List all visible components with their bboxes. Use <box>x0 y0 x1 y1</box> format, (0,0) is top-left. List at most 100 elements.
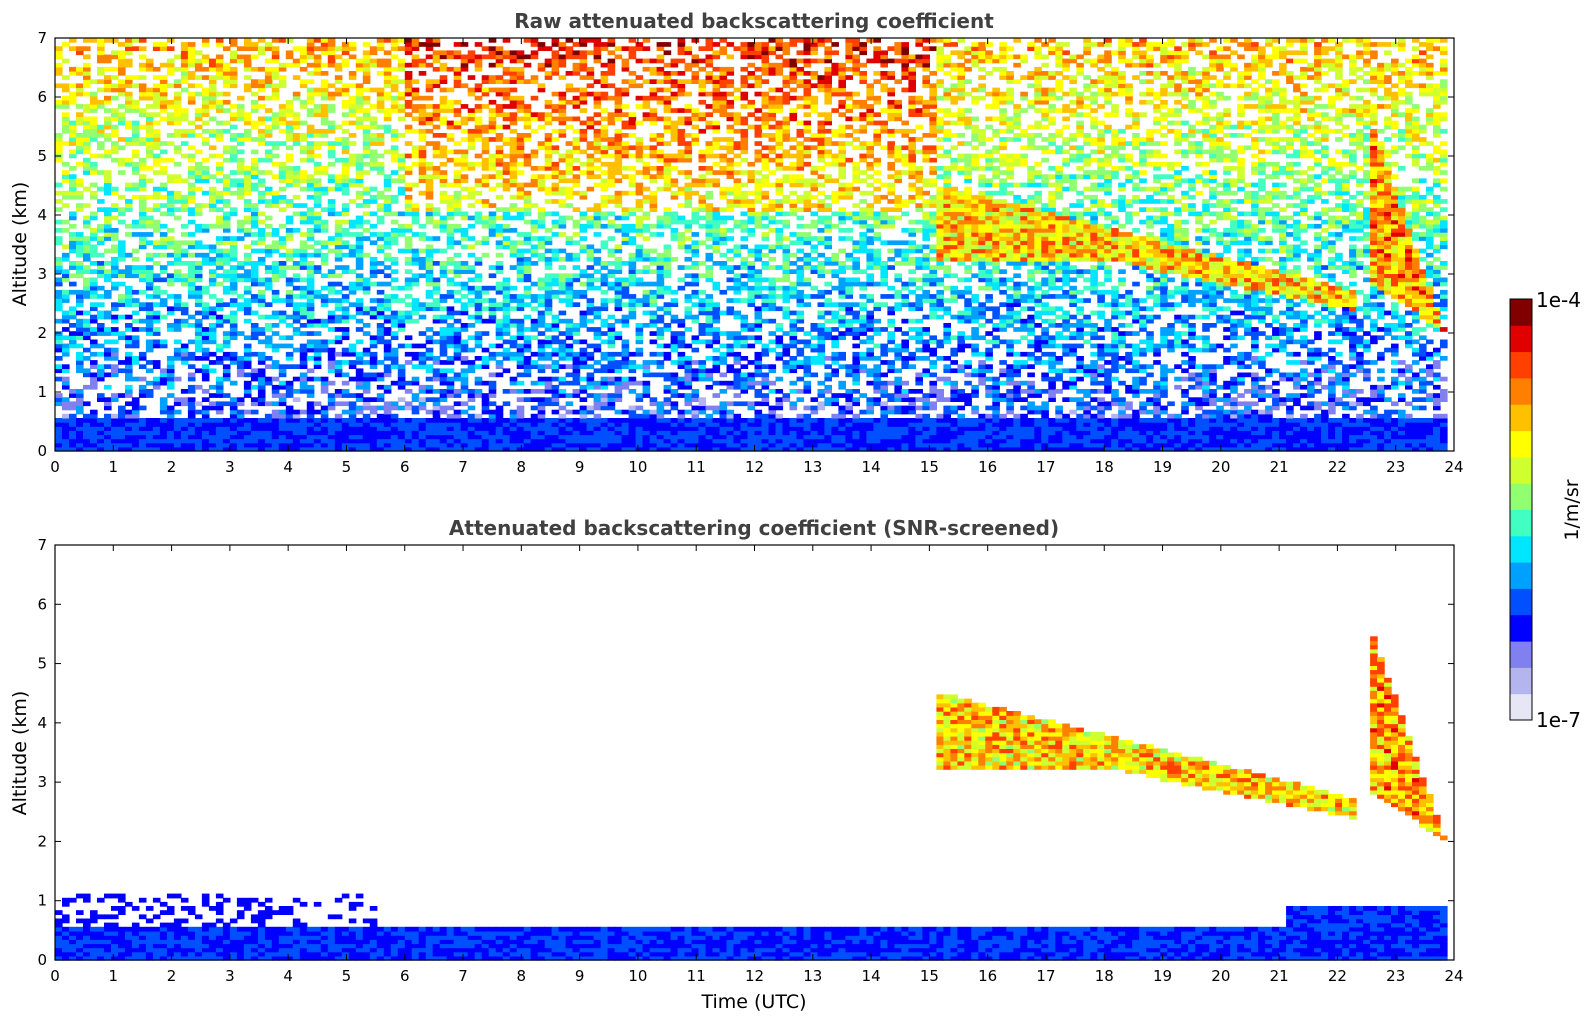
heatmap-cell <box>201 347 210 353</box>
heatmap-cell <box>173 434 182 440</box>
heatmap-cell <box>97 87 105 93</box>
heatmap-cell <box>62 83 70 89</box>
heatmap-cell <box>341 430 350 436</box>
heatmap-cell <box>383 438 392 444</box>
heatmap-cell <box>55 133 63 138</box>
heatmap-cell <box>180 397 189 402</box>
heatmap-cell <box>159 438 168 444</box>
heatmap-cell <box>62 252 70 258</box>
heatmap-cell <box>362 434 371 440</box>
heatmap-cell <box>201 368 210 374</box>
heatmap-cell <box>208 207 217 212</box>
heatmap-cell <box>166 199 175 204</box>
heatmap-cell <box>285 418 294 423</box>
heatmap-cell <box>83 401 91 407</box>
heatmap-cell <box>69 178 77 184</box>
heatmap-cell <box>194 91 203 97</box>
heatmap-cell <box>544 422 553 427</box>
heatmap-cell <box>111 302 119 307</box>
heatmap-cell <box>111 273 119 279</box>
raw-heatmap <box>55 38 1448 452</box>
heatmap-cell <box>488 418 497 423</box>
heatmap-cell <box>180 71 189 76</box>
heatmap-cell <box>411 422 420 427</box>
heatmap-cell <box>187 409 196 415</box>
heatmap-cell <box>62 405 70 411</box>
heatmap-cell <box>467 434 476 440</box>
heatmap-cell <box>90 104 98 109</box>
heatmap-cell <box>90 161 98 167</box>
heatmap-cell <box>187 265 196 270</box>
heatmap-cell <box>152 318 161 324</box>
heatmap-cell <box>173 207 182 212</box>
heatmap-cell <box>250 422 259 427</box>
heatmap-cell <box>90 351 98 357</box>
heatmap-cell <box>166 273 175 279</box>
heatmap-cell <box>76 302 84 307</box>
heatmap-cell <box>118 368 126 374</box>
heatmap-cell <box>97 397 105 402</box>
heatmap-cell <box>166 446 175 452</box>
heatmap-cell <box>516 438 525 444</box>
heatmap-cell <box>208 223 217 229</box>
heatmap-cell <box>327 418 336 423</box>
heatmap-cell <box>62 343 70 349</box>
heatmap-cell <box>425 438 434 444</box>
heatmap-cell <box>418 438 427 444</box>
heatmap-cell <box>125 364 133 369</box>
heatmap-cell <box>111 368 119 374</box>
heatmap-cell <box>69 310 77 316</box>
heatmap-cell <box>208 351 217 357</box>
heatmap-cell <box>439 438 448 444</box>
heatmap-cell <box>62 351 70 357</box>
heatmap-cell <box>166 99 175 105</box>
heatmap-cell <box>509 426 518 431</box>
heatmap-cell <box>187 194 196 200</box>
heatmap-cell <box>418 442 427 448</box>
heatmap-cell <box>187 83 196 89</box>
heatmap-cell <box>118 422 126 427</box>
heatmap-cell <box>111 207 119 212</box>
heatmap-cell <box>201 174 210 179</box>
heatmap-cell <box>152 360 161 365</box>
heatmap-cell <box>600 422 609 427</box>
heatmap-cell <box>104 87 112 93</box>
heatmap-cell <box>104 190 112 196</box>
heatmap-cell <box>138 62 147 68</box>
heatmap-cell <box>104 351 112 357</box>
heatmap-cell <box>111 413 119 419</box>
heatmap-cell <box>362 430 371 436</box>
heatmap-cell <box>55 356 63 361</box>
heatmap-cell <box>138 273 147 279</box>
heatmap-cell <box>138 269 147 274</box>
heatmap-cell <box>166 310 175 316</box>
heatmap-cell <box>355 430 364 436</box>
heatmap-cell <box>69 236 77 241</box>
heatmap-cell <box>90 372 98 378</box>
heatmap-cell <box>69 343 77 349</box>
heatmap-cell <box>111 397 119 402</box>
heatmap-cell <box>166 380 175 386</box>
heatmap-cell <box>69 137 77 142</box>
heatmap-cell <box>187 42 196 47</box>
heatmap-cell <box>187 128 196 134</box>
heatmap-cell <box>104 75 112 80</box>
heatmap-cell <box>418 430 427 436</box>
heatmap-cell <box>460 438 469 444</box>
heatmap-cell <box>173 347 182 353</box>
heatmap-cell <box>97 128 105 134</box>
heatmap-cell <box>152 261 161 266</box>
heatmap-cell <box>152 120 161 126</box>
heatmap-cell <box>118 426 126 431</box>
heatmap-cell <box>180 430 189 436</box>
heatmap-cell <box>166 364 175 369</box>
heatmap-cell <box>104 79 112 84</box>
heatmap-cell <box>118 281 126 287</box>
heatmap-cell <box>111 438 119 444</box>
heatmap-cell <box>125 434 133 440</box>
heatmap-cell <box>83 120 91 126</box>
heatmap-cell <box>83 256 91 262</box>
heatmap-cell <box>104 277 112 283</box>
heatmap-cell <box>152 343 161 349</box>
heatmap-cell <box>201 244 210 250</box>
